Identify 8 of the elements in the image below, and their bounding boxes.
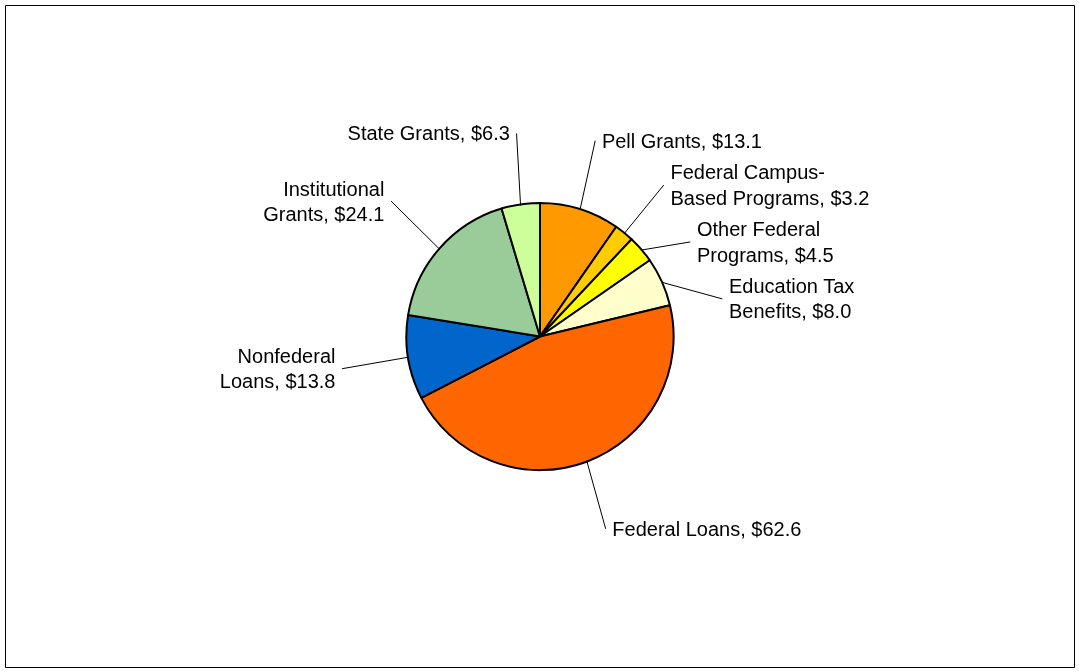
slice-label: Nonfederal Loans, $13.8 <box>219 345 336 393</box>
slice-label: Pell Grants, $13.1 <box>601 129 762 152</box>
slice-label: Other Federal Programs, $4.5 <box>696 218 834 266</box>
slice-label: Federal Campus-Based Programs, $3.2 <box>670 161 870 209</box>
slice-label: Education Tax Benefits, $8.0 <box>728 275 855 323</box>
slice-label: Federal Loans, $62.6 <box>612 517 802 540</box>
slice-label: State Grants, $6.3 <box>347 122 510 145</box>
slice-label: Institutional Grants, $24.1 <box>263 177 385 225</box>
